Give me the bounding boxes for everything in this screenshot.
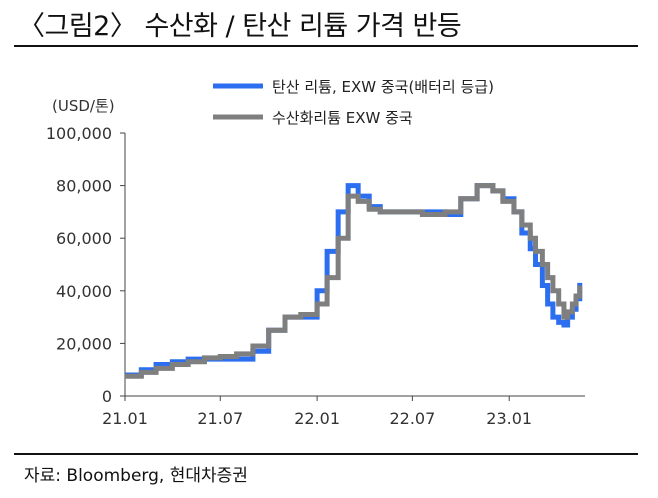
legend-label: 탄산 리튬, EXW 중국(배터리 등급) bbox=[272, 78, 494, 96]
x-tick-label: 23.01 bbox=[486, 409, 532, 428]
y-tick-label: 100,000 bbox=[46, 124, 112, 143]
chart-series bbox=[125, 183, 583, 379]
series-line-lithium-hydroxide bbox=[125, 183, 583, 379]
y-tick-label: 40,000 bbox=[56, 282, 112, 301]
chart-axes: 100,000 80,000 60,000 40,000 20,000 0 21.01 21.… bbox=[46, 124, 585, 428]
legend-label: 수산화리튬 EXW 중국 bbox=[272, 109, 413, 127]
y-tick-label: 80,000 bbox=[56, 177, 112, 196]
source-note: 자료: Bloomberg, 현대차증권 bbox=[24, 466, 248, 486]
y-tick-label: 20,000 bbox=[56, 334, 112, 353]
series-line-lithium-carbonate bbox=[125, 183, 583, 378]
x-tick-label: 21.07 bbox=[197, 409, 243, 428]
x-tick-label: 21.01 bbox=[102, 409, 148, 428]
title-divider bbox=[14, 45, 638, 47]
footer-divider bbox=[14, 453, 638, 455]
x-tick-label: 22.01 bbox=[294, 409, 340, 428]
x-tick-label: 22.07 bbox=[389, 409, 435, 428]
y-axis-unit-label: (USD/톤) bbox=[52, 97, 115, 115]
y-tick-label: 0 bbox=[102, 387, 112, 406]
page-title: 〈그림2〉 수산화 / 탄산 리튬 가격 반등 bbox=[18, 11, 462, 42]
chart-legend: 탄산 리튬, EXW 중국(배터리 등급) 수산화리튬 EXW 중국 bbox=[213, 78, 494, 127]
y-tick-label: 60,000 bbox=[56, 229, 112, 248]
